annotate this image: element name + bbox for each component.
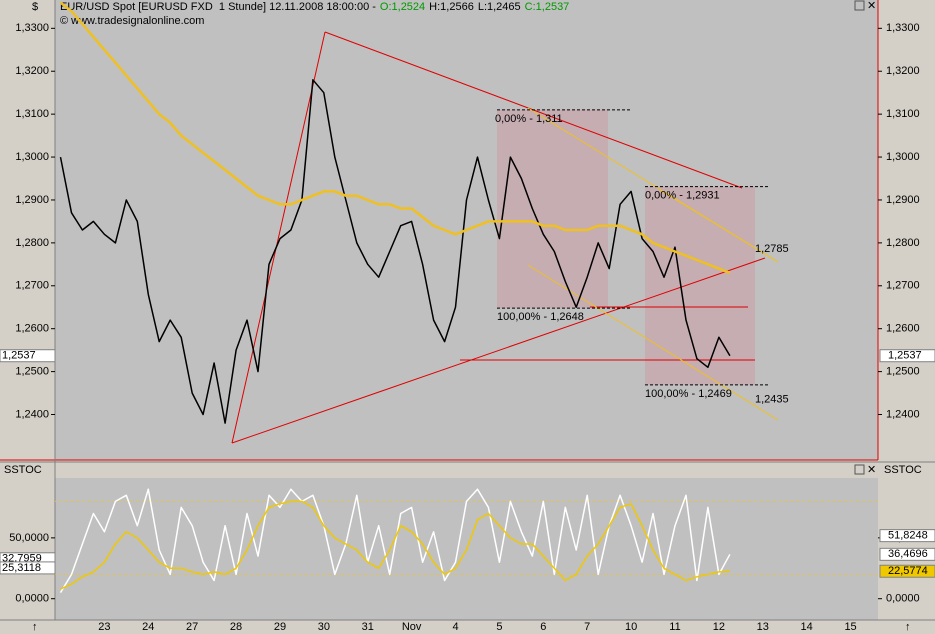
fib-zone: [645, 186, 755, 385]
y-tick-label: 1,2900: [15, 194, 49, 206]
value-marker: [0, 349, 56, 363]
scroll-arrow[interactable]: ↑: [905, 621, 911, 633]
y-tick-label: 1,3200: [886, 65, 920, 77]
y-tick-label: 0,0000: [15, 593, 49, 605]
fib-label: 100,00% - 1,2648: [497, 311, 584, 323]
fib-label: 100,00% - 1,2469: [645, 388, 732, 400]
window-button[interactable]: [854, 0, 865, 11]
x-tick-label: 28: [230, 621, 242, 633]
fib-label: 0,00% - 1,2931: [645, 190, 720, 202]
header-title: EUR/USD Spot [EURUSD FXD 1 Stunde] 12.11…: [60, 1, 376, 13]
x-tick-label: 13: [757, 621, 769, 633]
trend-line: [231, 257, 766, 444]
x-tick-label: 6: [540, 621, 546, 633]
value-marker-label: 1,2537: [888, 350, 922, 362]
window-button[interactable]: [854, 464, 865, 475]
x-tick-label: 15: [844, 621, 856, 633]
y-tick-label: 1,2500: [886, 366, 920, 378]
source: © www.tradesignalonline.com: [60, 15, 204, 27]
y-tick-label: 1,3000: [15, 151, 49, 163]
y-tick-label: 1,2800: [15, 237, 49, 249]
y-tick-label: 1,3100: [15, 108, 49, 120]
x-tick-label: 10: [625, 621, 637, 633]
scroll-arrow[interactable]: ↑: [32, 621, 38, 633]
x-tick-label: 31: [362, 621, 374, 633]
channel-label: 1,2785: [755, 243, 789, 255]
y-tick-label: 1,2400: [886, 408, 920, 420]
channel-label: 1,2435: [755, 393, 789, 405]
series-line: [59, 79, 731, 424]
x-tick-label: 30: [318, 621, 330, 633]
close-button[interactable]: ✕: [867, 0, 876, 12]
x-tick-label: 4: [452, 621, 458, 633]
y-tick-label: 1,2400: [15, 408, 49, 420]
y-tick-label: 1,3200: [15, 65, 49, 77]
ohlc-value: L:1,2465: [478, 1, 521, 13]
panel-title: SSTOC: [4, 464, 42, 476]
ohlc-value: C:1,2537: [525, 1, 570, 13]
x-tick-label: 7: [584, 621, 590, 633]
y-tick-label: 1,3100: [886, 108, 920, 120]
fib-label: 0,00% - 1,311: [495, 113, 563, 125]
y-tick-label: 1,2800: [886, 237, 920, 249]
x-tick-label: 11: [669, 621, 680, 633]
currency-label: $: [32, 1, 38, 13]
x-tick-label: 5: [496, 621, 502, 633]
x-tick-label: 23: [98, 621, 110, 633]
y-tick-label: 1,2600: [15, 323, 49, 335]
x-tick-label: 14: [801, 621, 813, 633]
ohlc-value: O:1,2524: [380, 1, 425, 13]
y-tick-label: 1,3300: [886, 22, 920, 34]
header: EUR/USD Spot [EURUSD FXD 1 Stunde] 12.11…: [60, 1, 569, 13]
close-button[interactable]: ✕: [867, 464, 876, 476]
ohlc-value: H:1,2566: [429, 1, 474, 13]
y-tick-label: 1,3000: [886, 151, 920, 163]
x-tick-label: Nov: [402, 621, 422, 633]
y-tick-label: 50,0000: [9, 532, 49, 544]
y-tick-label: 1,2700: [886, 280, 920, 292]
y-tick-label: 0,0000: [886, 593, 920, 605]
series-line: [60, 500, 730, 590]
x-tick-label: 27: [186, 621, 198, 633]
value-marker-label: 51,8248: [888, 530, 928, 542]
value-marker-label: 25,3118: [2, 562, 41, 574]
y-tick-label: 1,2500: [15, 366, 49, 378]
shading-layer: [497, 109, 755, 385]
y-tick-label: 1,2700: [15, 280, 49, 292]
trend-line: [231, 31, 326, 444]
fib-zone: [497, 109, 608, 309]
value-marker-label: 1,2537: [2, 350, 36, 362]
y-tick-label: 1,2900: [886, 194, 920, 206]
y-tick-label: 1,3300: [15, 22, 49, 34]
x-tick-label: 24: [142, 621, 154, 633]
value-marker: [0, 561, 56, 575]
channel-line: [659, 189, 779, 263]
value-marker: [879, 349, 935, 363]
value-marker-label: 36,4696: [888, 548, 928, 560]
value-marker-label: 22,5774: [888, 565, 928, 577]
value-marker: [879, 564, 935, 578]
y-tick-label: 1,2600: [886, 323, 920, 335]
series-line: [59, 1, 731, 275]
value-marker: [879, 547, 935, 561]
x-tick-label: 29: [274, 621, 286, 633]
x-tick-label: 12: [713, 621, 725, 633]
series-line: [59, 488, 731, 593]
value-marker: [879, 529, 935, 543]
panel-title: SSTOC: [884, 464, 922, 476]
